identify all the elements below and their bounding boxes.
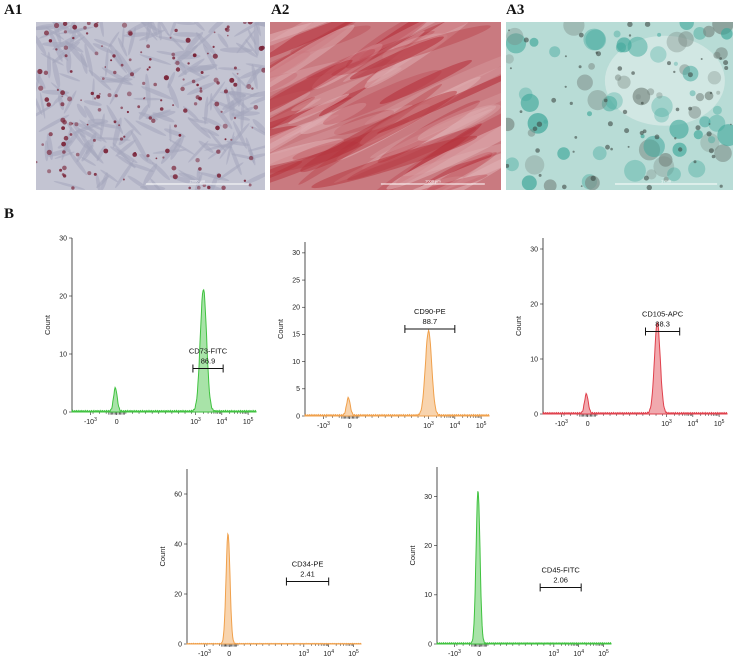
x-tick-label: -103 xyxy=(84,417,97,426)
x-tick-label: 103 xyxy=(549,649,560,658)
y-tick-label: 0 xyxy=(534,411,538,418)
y-tick-label: 10 xyxy=(292,359,300,366)
histogram-area xyxy=(71,288,257,413)
x-tick-label: 104 xyxy=(573,649,584,658)
y-tick-label: 30 xyxy=(59,235,67,242)
svg-text:1000 µm: 1000 µm xyxy=(425,179,441,184)
y-tick-label: 20 xyxy=(530,301,538,308)
y-axis-label: Count xyxy=(514,315,523,336)
y-tick-label: 25 xyxy=(292,277,300,284)
histogram-cd45: 0 10 20 30 Count -103 0 103 104 105 CD45-FITC 2.06 xyxy=(408,462,618,666)
micrograph-a3: 1 mm xyxy=(506,22,733,190)
x-tick-label: 103 xyxy=(190,417,201,426)
gate-marker-label: CD34-PE xyxy=(292,560,324,569)
x-tick-label: -103 xyxy=(198,649,211,658)
y-tick-label: 20 xyxy=(424,543,432,550)
x-tick-label: 0 xyxy=(348,423,352,430)
micrograph-a2: 1000 µm xyxy=(270,22,501,190)
y-tick-label: 10 xyxy=(424,592,432,599)
gate-percent: 88.3 xyxy=(655,320,670,329)
y-tick-label: 15 xyxy=(292,332,300,339)
x-tick-label: 0 xyxy=(586,421,590,428)
x-tick-label: 104 xyxy=(450,421,461,430)
gate-marker-label: CD90-PE xyxy=(414,307,446,316)
y-tick-label: 0 xyxy=(428,641,432,648)
histogram-area xyxy=(186,532,362,645)
y-tick-label: 10 xyxy=(530,356,538,363)
x-tick-label: 105 xyxy=(348,649,359,658)
y-tick-label: 20 xyxy=(59,293,67,300)
x-tick-label: 105 xyxy=(476,421,487,430)
x-tick-label: 104 xyxy=(688,419,699,428)
panel-label-a2: A2 xyxy=(271,2,290,18)
y-axis-label: Count xyxy=(276,318,285,339)
gate-marker-label: CD45-FITC xyxy=(541,565,580,574)
y-tick-label: 30 xyxy=(292,250,300,257)
x-tick-label: 103 xyxy=(661,419,672,428)
x-tick-label: -103 xyxy=(448,649,461,658)
y-tick-label: 40 xyxy=(174,541,182,548)
x-tick-label: 104 xyxy=(217,417,228,426)
micrograph-a3-image: 1 mm xyxy=(506,22,733,190)
gate-percent: 2.06 xyxy=(553,575,568,584)
y-tick-label: 0 xyxy=(63,409,67,416)
svg-text:2000 µm: 2000 µm xyxy=(190,179,206,184)
x-tick-label: -103 xyxy=(317,421,330,430)
gate-percent: 2.41 xyxy=(300,570,315,579)
y-tick-label: 5 xyxy=(296,386,300,393)
histogram-area xyxy=(436,491,612,645)
histogram-area xyxy=(304,328,490,417)
histogram-cd73: 0 10 20 30 Count -103 0 103 104 105 CD73-FITC 86.9 xyxy=(34,232,264,432)
gate-marker-label: CD73-FITC xyxy=(189,347,228,356)
y-axis-label: Count xyxy=(158,546,167,567)
y-tick-label: 0 xyxy=(178,641,182,648)
panel-label-a3: A3 xyxy=(506,2,525,18)
y-tick-label: 20 xyxy=(174,591,182,598)
micrograph-a1-image: 2000 µm xyxy=(36,22,265,190)
histogram-area xyxy=(542,321,728,415)
histogram-cd34: 0 20 40 60 Count -103 0 103 104 105 CD34-PE 2.41 xyxy=(158,462,368,666)
y-tick-label: 30 xyxy=(530,246,538,253)
y-tick-label: 30 xyxy=(424,494,432,501)
y-axis-label: Count xyxy=(408,545,417,566)
svg-text:1 mm: 1 mm xyxy=(661,179,672,184)
x-tick-label: 105 xyxy=(714,419,725,428)
panel-label-b: B xyxy=(4,206,15,222)
y-tick-label: 10 xyxy=(59,351,67,358)
y-axis-label: Count xyxy=(43,314,52,335)
gate-marker-label: CD105-APC xyxy=(642,310,684,319)
histogram-cd90: 0 5 10 15 20 25 30 Count -103 0 103 104 105 CD90-PE 88… xyxy=(265,232,495,437)
x-tick-label: 105 xyxy=(598,649,609,658)
gate-percent: 88.7 xyxy=(423,317,438,326)
micrograph-a2-image: 1000 µm xyxy=(270,22,501,190)
x-tick-label: 105 xyxy=(243,417,254,426)
y-tick-label: 60 xyxy=(174,491,182,498)
gate-percent: 86.9 xyxy=(201,357,216,366)
y-tick-label: 20 xyxy=(292,305,300,312)
x-tick-label: 0 xyxy=(115,419,119,426)
x-tick-label: 0 xyxy=(227,651,231,658)
y-tick-label: 0 xyxy=(296,413,300,420)
x-tick-label: 104 xyxy=(323,649,334,658)
x-tick-label: 103 xyxy=(299,649,310,658)
x-tick-label: 103 xyxy=(423,421,434,430)
panel-label-a1: A1 xyxy=(4,2,23,18)
x-tick-label: 0 xyxy=(477,651,481,658)
micrograph-a1: 2000 µm xyxy=(36,22,265,190)
histogram-cd105: 0 10 20 30 Count -103 0 103 104 105 CD105-APC 88.3 xyxy=(505,232,733,432)
x-tick-label: -103 xyxy=(555,419,568,428)
